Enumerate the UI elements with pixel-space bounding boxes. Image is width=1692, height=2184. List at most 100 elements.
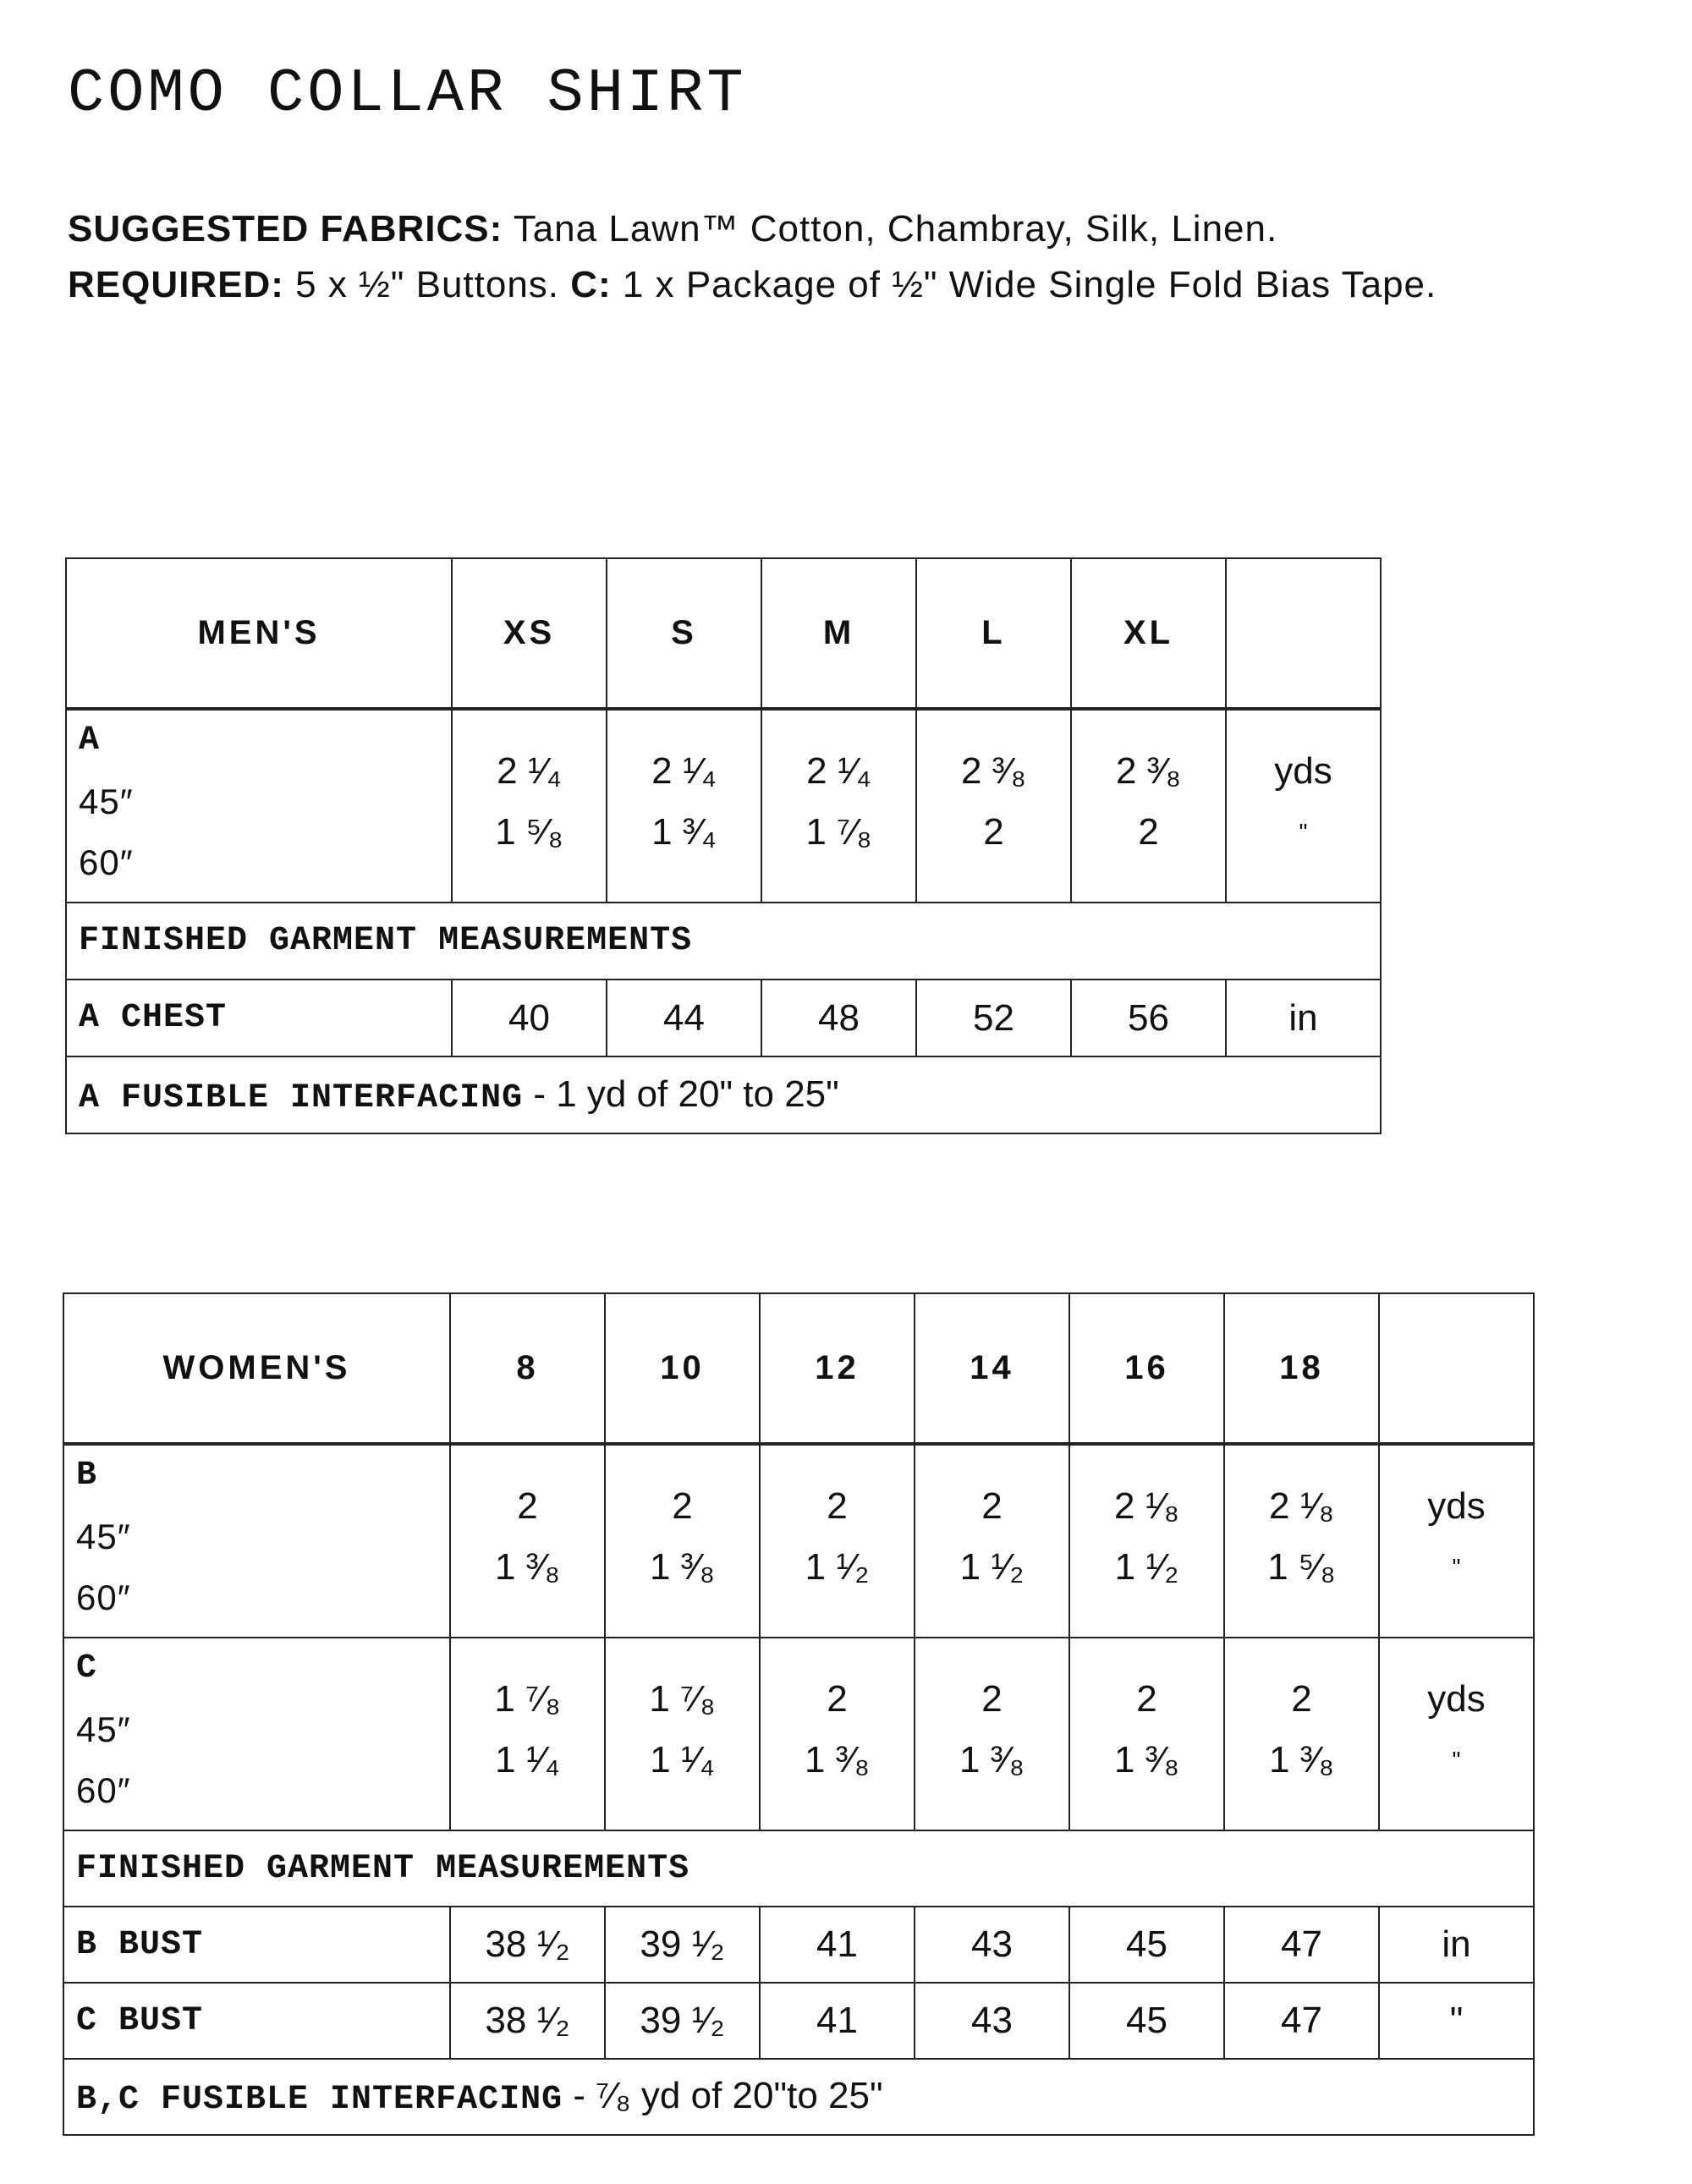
yardage-value: 1 ¹⁄₂ [805,1546,870,1588]
required-c-label: C: [570,264,612,305]
yardage-value: 1 ¹⁄₂ [959,1546,1025,1588]
interfacing-row: B,C FUSIBLE INTERFACING - ⁷⁄₈ yd of 20"t… [63,2058,1535,2136]
yardage-value: 1 ³⁄₈ [495,1546,560,1588]
unit-label: yds [1427,1678,1486,1720]
view-label-cell: C 45″ 60″ [63,1637,451,1831]
yardage-value: 2 ¹⁄₈ [1269,1485,1334,1527]
yardage-value: 1 ¹⁄₄ [650,1739,715,1781]
measurement-value: 41 [759,1906,915,1984]
yardage-cell: 2 1 ³⁄₈ [759,1637,915,1831]
finished-measurements-label: FINISHED GARMENT MEASUREMENTS [63,1830,1535,1907]
yardage-cell: 1 ⁷⁄₈ 1 ¹⁄₄ [449,1637,606,1831]
yardage-value: 1 ⁷⁄₈ [494,1678,561,1720]
yardage-value: 1 ¹⁄₂ [1114,1546,1179,1588]
header-row: MEN'S XS S M L XL [65,557,1382,711]
view-label-cell: A 45″ 60″ [65,708,453,903]
size-header: 8 [449,1292,606,1446]
yardage-cell: 2 1 ³⁄₈ [1223,1637,1380,1831]
yardage-value: 1 ³⁄₈ [650,1546,715,1588]
yardage-value: 2 [983,811,1004,853]
yardage-cell: 2 1 ³⁄₈ [449,1443,606,1638]
yardage-value: 2 [672,1485,693,1527]
required-text: 5 x ½" Buttons. [283,264,571,305]
yardage-value: 2 [1138,811,1159,853]
measurement-value: 38 ¹⁄₂ [449,1906,606,1984]
unit-label: " [1452,1554,1461,1580]
size-header: 14 [914,1292,1070,1446]
yardage-value: 2 ¹⁄₄ [806,750,871,792]
measurement-value: 56 [1070,979,1227,1057]
fabric-row: B 45″ 60″ 2 1 ³⁄₈ 2 1 ³⁄₈ 2 1 ¹⁄₂ 2 1 ¹⁄₂ 2 ¹⁄₈ 1 ¹⁄… [63,1443,1535,1638]
measurement-label: B BUST [63,1906,451,1984]
interfacing-label: B,C FUSIBLE INTERFACING [76,2081,563,2119]
yardage-cell: 2 ¹⁄₄ 1 ⁵⁄₈ [451,708,607,903]
yardage-value: 1 ³⁄₈ [805,1739,870,1781]
yardage-cell: 2 ³⁄₈ 2 [1070,708,1227,903]
yardage-value: 1 ³⁄₈ [1269,1739,1334,1781]
yardage-value: 2 [981,1678,1003,1720]
fabric-width-label: 60″ [76,1770,131,1810]
header-row: WOMEN'S 8 10 12 14 16 18 [63,1292,1535,1446]
measurement-value: 45 [1068,1982,1225,2060]
unit-label: " [1299,819,1308,845]
suggested-fabrics: SUGGESTED FABRICS: Tana Lawn™ Cotton, Ch… [68,208,1277,250]
measurement-value: 38 ¹⁄₂ [449,1982,606,2060]
required-label: REQUIRED: [68,264,284,305]
required-notions: REQUIRED: 5 x ½" Buttons. C: 1 x Package… [68,264,1437,306]
size-header: 10 [604,1292,761,1446]
measurement-unit: " [1378,1982,1535,2060]
suggested-fabrics-label: SUGGESTED FABRICS: [68,208,503,250]
unit-cell: yds " [1378,1637,1535,1831]
group-header: WOMEN'S [63,1292,451,1446]
required-c-text: 1 x Package of ½" Wide Single Fold Bias … [611,264,1437,305]
yardage-cell: 2 ¹⁄₄ 1 ³⁄₄ [606,708,762,903]
interfacing-row: A FUSIBLE INTERFACING - 1 yd of 20" to 2… [65,1056,1382,1134]
yardage-value: 2 ³⁄₈ [961,750,1026,792]
yardage-cell: 2 1 ¹⁄₂ [914,1443,1070,1638]
yardage-cell: 2 ¹⁄₈ 1 ⁵⁄₈ [1223,1443,1380,1638]
finished-measurements-row: FINISHED GARMENT MEASUREMENTS [65,902,1382,980]
yardage-cell: 2 ¹⁄₈ 1 ¹⁄₂ [1068,1443,1225,1638]
unit-label: yds [1427,1485,1486,1527]
interfacing-amount: - ⁷⁄₈ yd of 20"to 25" [563,2075,883,2116]
interfacing-amount: - 1 yd of 20" to 25" [523,1073,839,1115]
interfacing-cell: B,C FUSIBLE INTERFACING - ⁷⁄₈ yd of 20"t… [63,2058,1535,2136]
size-header: 18 [1223,1292,1380,1446]
yardage-value: 1 ¹⁄₄ [495,1739,560,1781]
view-label-cell: B 45″ 60″ [63,1443,451,1638]
measurement-value: 41 [759,1982,915,2060]
size-header: L [915,557,1072,711]
measurement-row: B BUST 38 ¹⁄₂ 39 ¹⁄₂ 41 43 45 47 in [63,1906,1535,1984]
yardage-value: 2 [517,1485,538,1527]
measurement-value: 40 [451,979,607,1057]
yardage-cell: 2 1 ³⁄₈ [1068,1637,1225,1831]
suggested-fabrics-text: Tana Lawn™ Cotton, Chambray, Silk, Linen… [503,208,1278,250]
fabric-row: C 45″ 60″ 1 ⁷⁄₈ 1 ¹⁄₄ 1 ⁷⁄₈ 1 ¹⁄₄ 2 1 ³⁄₈ 2 1 ³⁄₈ 2… [63,1637,1535,1831]
measurement-value: 43 [914,1982,1070,2060]
yardage-value: 1 ³⁄₈ [1114,1739,1179,1781]
measurement-value: 47 [1223,1906,1380,1984]
measurement-value: 44 [606,979,762,1057]
measurement-value: 52 [915,979,1072,1057]
yardage-value: 2 [827,1678,848,1720]
finished-measurements-label: FINISHED GARMENT MEASUREMENTS [65,902,1382,980]
size-header: 16 [1068,1292,1225,1446]
yardage-value: 2 [1291,1678,1312,1720]
yardage-value: 2 ³⁄₈ [1116,750,1181,792]
womens-size-table: WOMEN'S 8 10 12 14 16 18 B 45″ 60″ 2 1 ³⁄₈ 2 1 ³⁄₈ 2 1 … [63,1292,1535,2136]
size-header: XL [1070,557,1227,711]
measurement-unit: in [1378,1906,1535,1984]
yardage-value: 2 [1136,1678,1157,1720]
yardage-cell: 2 1 ¹⁄₂ [759,1443,915,1638]
measurement-value: 48 [761,979,917,1057]
yardage-value: 2 ¹⁄₄ [497,750,562,792]
view-label: B [76,1457,98,1495]
fabric-width-label: 60″ [76,1578,131,1617]
interfacing-cell: A FUSIBLE INTERFACING - 1 yd of 20" to 2… [65,1056,1382,1134]
measurement-value: 45 [1068,1906,1225,1984]
yardage-cell: 2 1 ³⁄₈ [604,1443,761,1638]
unit-cell: yds " [1225,708,1382,903]
mens-size-table: MEN'S XS S M L XL A 45″ 60″ 2 ¹⁄₄ 1 ⁵⁄₈ 2 ¹⁄₄ 1 ³⁄₄ 2… [65,557,1382,1134]
yardage-cell: 1 ⁷⁄₈ 1 ¹⁄₄ [604,1637,761,1831]
fabric-width-label: 45″ [76,1709,131,1749]
